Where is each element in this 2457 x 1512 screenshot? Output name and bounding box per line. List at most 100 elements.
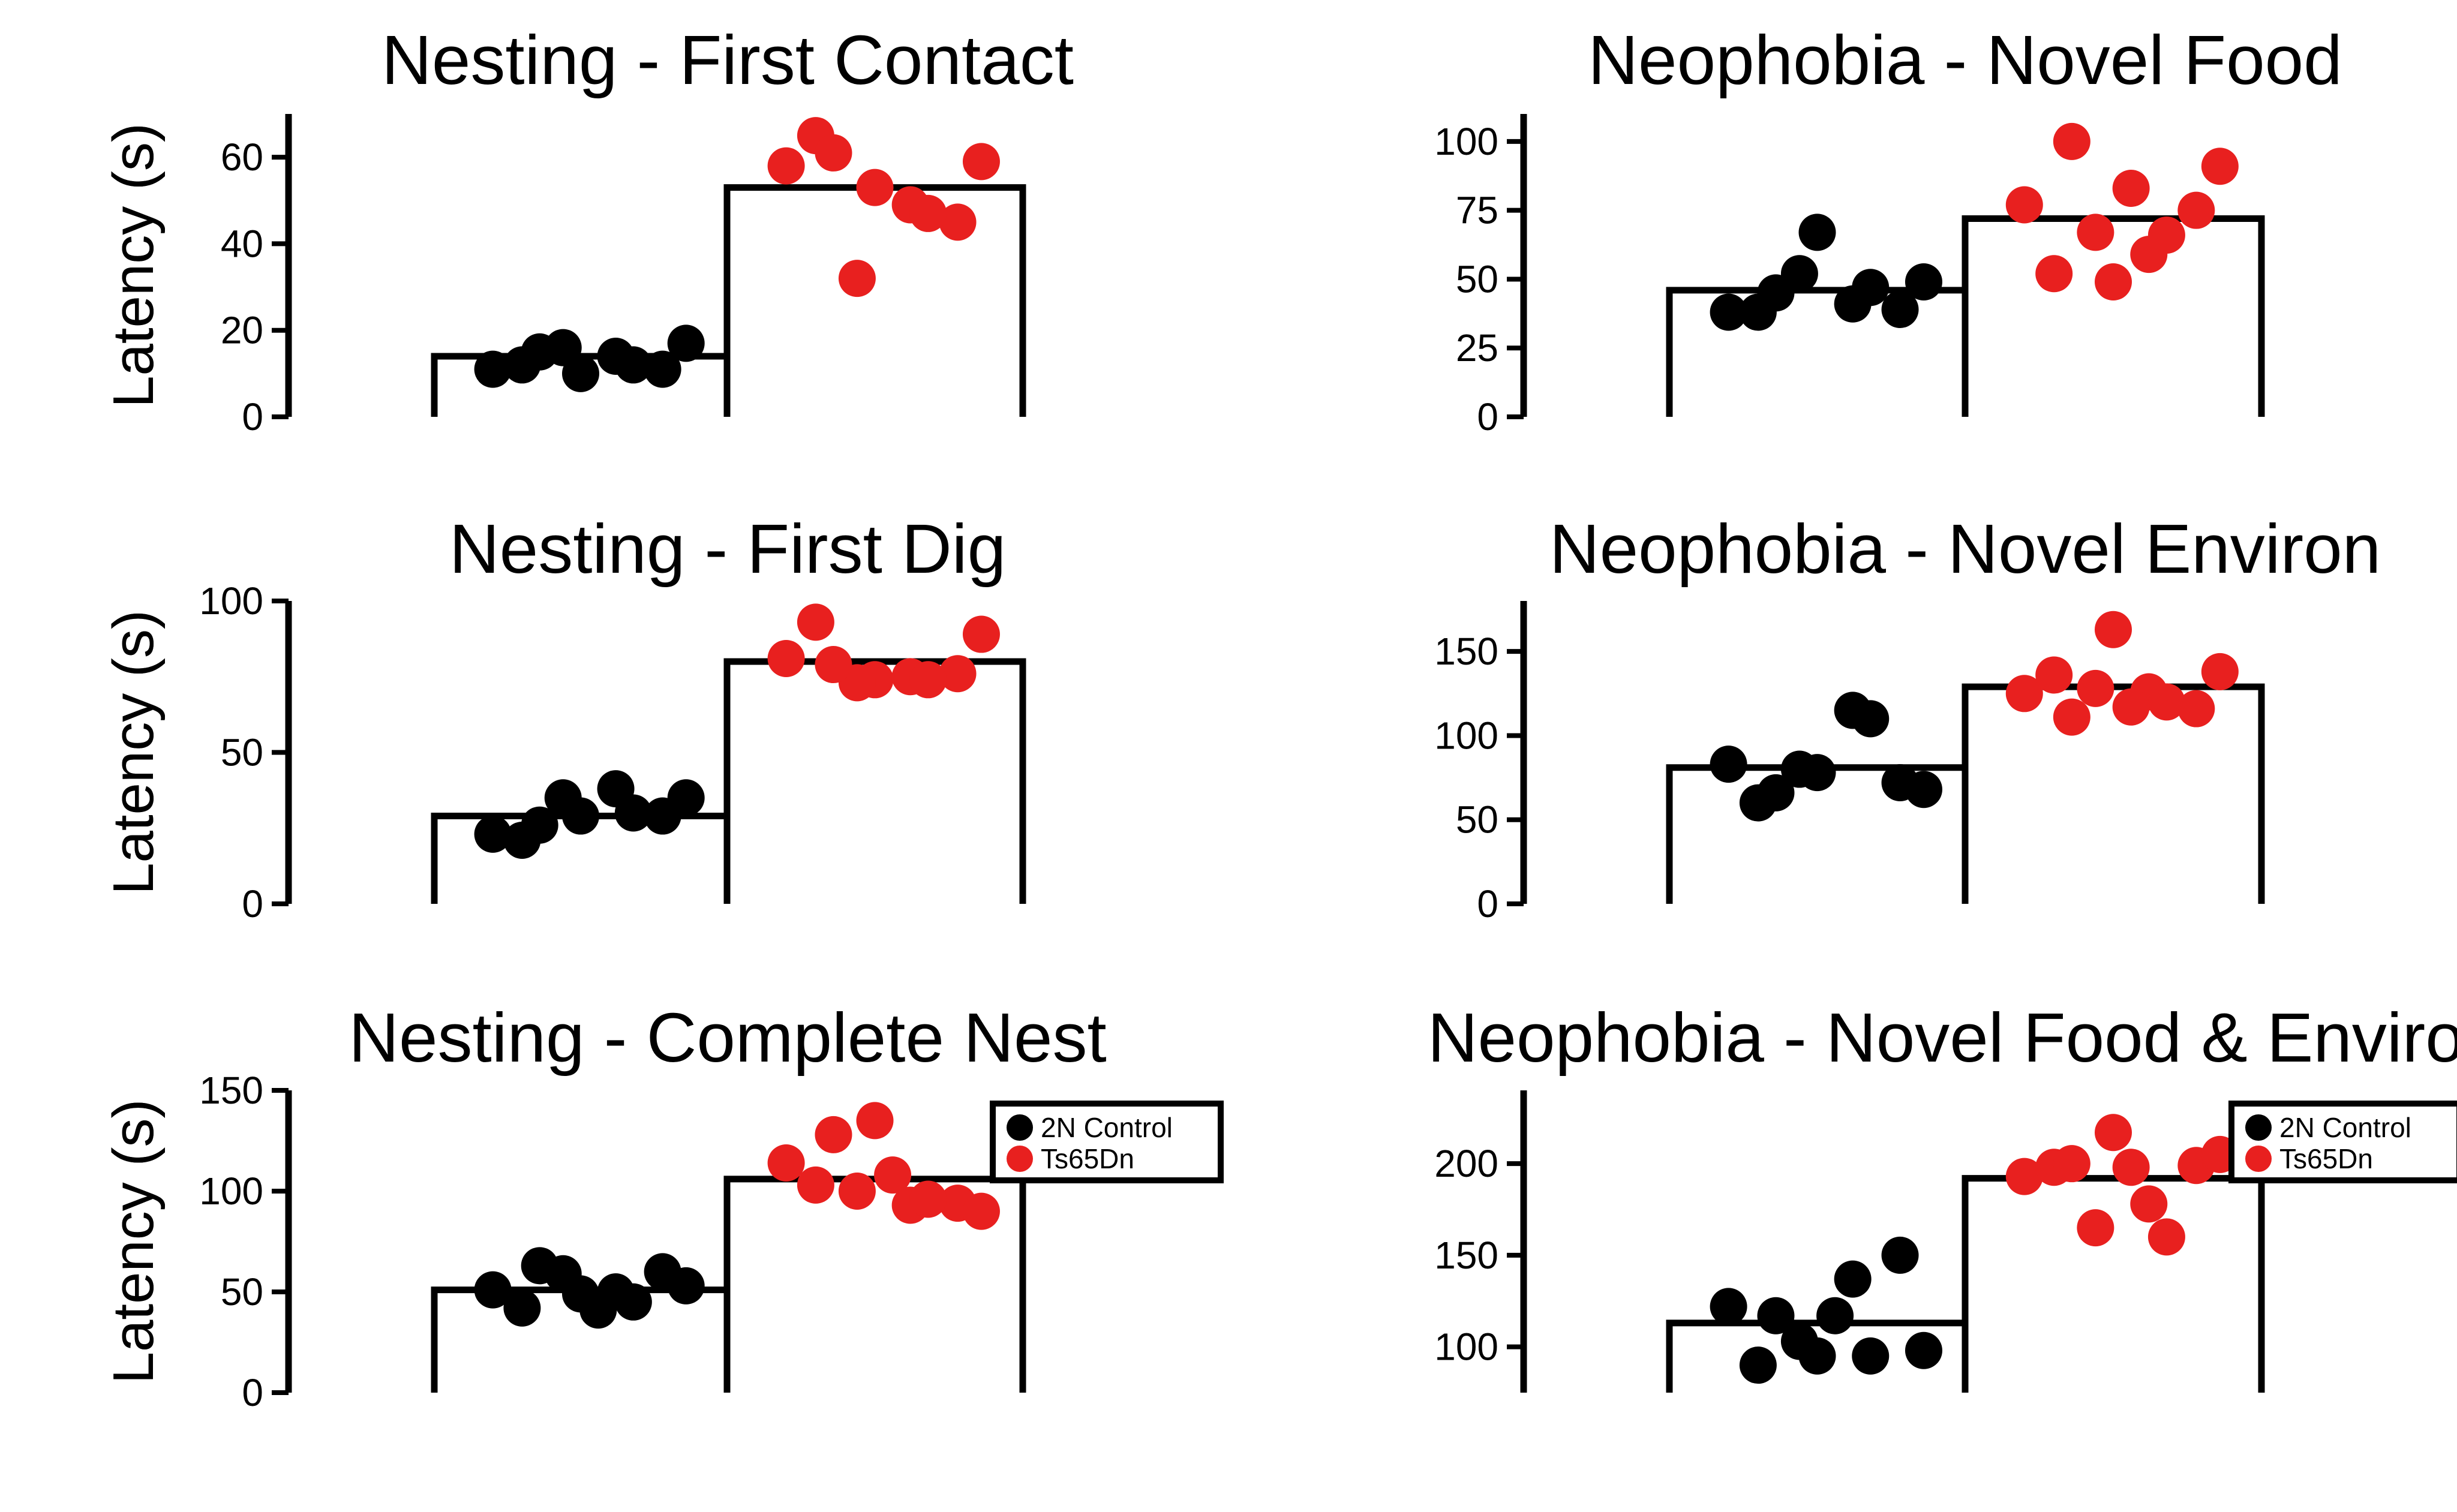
legend-entry: Ts65Dn (1041, 1143, 1134, 1174)
point-2n-control (474, 815, 512, 853)
panel-1: Nesting - First Contact Latency (s) 0 20 40 6… (101, 21, 1074, 438)
point-ts65dn (2147, 1218, 2185, 1256)
point-2n-control (1739, 1346, 1777, 1384)
point-ts65dn (767, 147, 805, 185)
legend-marker-ts65dn (2245, 1146, 2272, 1172)
y-tick-label: 200 (1434, 1142, 1498, 1185)
panel-3: Nesting - First Dig Latency (s) 0 50 100 (101, 510, 1026, 925)
y-tick-label: 0 (242, 882, 263, 925)
point-2n-control (1757, 1297, 1795, 1334)
point-ts65dn (797, 1166, 834, 1204)
point-2n-control (1905, 263, 1942, 301)
point-ts65dn (797, 603, 834, 641)
point-2n-control (1757, 274, 1795, 312)
y-tick-label: 50 (1456, 257, 1498, 300)
point-2n-control (1798, 214, 1836, 251)
point-2n-control (579, 1291, 617, 1329)
point-ts65dn (2147, 217, 2185, 254)
y-axis-label: Latency (s) (101, 1099, 166, 1384)
y-tick-label: 100 (1434, 120, 1498, 163)
bar-ts65dn (1962, 1175, 2265, 1393)
y-tick-label: 100 (1434, 714, 1498, 757)
y-tick-label: 150 (1434, 630, 1498, 673)
legend-marker-2n-control (1007, 1114, 1033, 1141)
y-axis-label: Latency (s) (101, 123, 166, 408)
panel-title: Nesting - First Contact (382, 21, 1074, 99)
point-ts65dn (2077, 1209, 2114, 1247)
point-2n-control (521, 333, 558, 371)
panel-title: Neophobia - Novel Food (1588, 21, 2342, 99)
point-ts65dn (2177, 191, 2215, 229)
point-ts65dn (962, 143, 1000, 181)
legend-entry: 2N Control (2279, 1112, 2411, 1143)
point-2n-control (474, 1271, 512, 1309)
point-2n-control (1881, 290, 1919, 328)
panel-4: Neophobia - Novel Environ Latency (s) 0 50 1… (101, 510, 2381, 925)
y-tick-label: 0 (242, 395, 263, 438)
y-tick-label: 100 (1434, 1325, 1498, 1369)
legend-entry: Ts65Dn (2279, 1143, 2373, 1174)
point-2n-control (644, 350, 681, 388)
y-tick-label: 100 (199, 579, 263, 623)
panel-6: Neophobia - Novel Food & Environ Latency … (101, 999, 2457, 1393)
point-ts65dn (2095, 611, 2132, 648)
point-ts65dn (2077, 669, 2114, 707)
y-axis-label: Latency (s) (101, 610, 166, 895)
bar-ts65dn (1962, 683, 2265, 904)
point-2n-control (1905, 1331, 1942, 1369)
point-2n-control (667, 1267, 705, 1304)
point-ts65dn (2177, 690, 2215, 728)
point-ts65dn (838, 260, 876, 297)
y-tick-label: 20 (221, 309, 263, 352)
point-ts65dn (2035, 255, 2073, 293)
point-ts65dn (2005, 675, 2043, 713)
panel-5: Nesting - Complete Nest Latency (s) 0 50 100… (101, 999, 1224, 1414)
point-2n-control (1780, 1322, 1818, 1360)
point-2n-control (1852, 269, 1890, 306)
y-tick-label: 150 (199, 1069, 263, 1112)
point-2n-control (521, 806, 558, 844)
point-ts65dn (2077, 214, 2114, 251)
point-2n-control (562, 354, 599, 392)
point-ts65dn (909, 661, 947, 699)
point-ts65dn (815, 134, 852, 172)
y-axis-label: Latency (s) (101, 123, 166, 408)
legend-box (990, 1101, 1224, 1183)
y-tick-label: 25 (1456, 326, 1498, 369)
point-ts65dn (2095, 1114, 2132, 1152)
point-2n-control (614, 794, 652, 832)
point-ts65dn (2112, 688, 2150, 726)
y-tick-label: 0 (242, 1371, 263, 1414)
panel-2: Neophobia - Novel Food Latency (s) 0 25 50 75… (101, 21, 2342, 438)
point-ts65dn (939, 203, 977, 241)
y-tick-label: 40 (221, 222, 263, 265)
bar-ts65dn (723, 184, 1026, 417)
point-ts65dn (2130, 1185, 2168, 1223)
point-2n-control (521, 1247, 558, 1285)
point-ts65dn (2201, 653, 2239, 690)
point-2n-control (503, 1289, 541, 1327)
y-tick-label: 50 (221, 1270, 263, 1313)
point-ts65dn (909, 194, 947, 232)
point-ts65dn (856, 1102, 894, 1140)
point-ts65dn (909, 1180, 947, 1218)
legend-entry: 2N Control (1041, 1112, 1173, 1143)
point-ts65dn (2053, 698, 2090, 736)
legend-box (2228, 1101, 2457, 1183)
y-tick-label: 150 (1434, 1234, 1498, 1277)
point-2n-control (1816, 1297, 1854, 1334)
panel-title: Neophobia - Novel Environ (1549, 510, 2381, 588)
point-2n-control (1757, 774, 1795, 811)
point-ts65dn (2112, 169, 2150, 207)
point-ts65dn (2053, 122, 2090, 160)
point-ts65dn (2201, 148, 2239, 185)
y-tick-label: 50 (221, 731, 263, 774)
point-ts65dn (767, 639, 805, 677)
point-2n-control (1710, 1288, 1747, 1325)
legend-marker-ts65dn (1007, 1146, 1033, 1172)
point-ts65dn (962, 615, 1000, 653)
point-2n-control (667, 779, 705, 817)
